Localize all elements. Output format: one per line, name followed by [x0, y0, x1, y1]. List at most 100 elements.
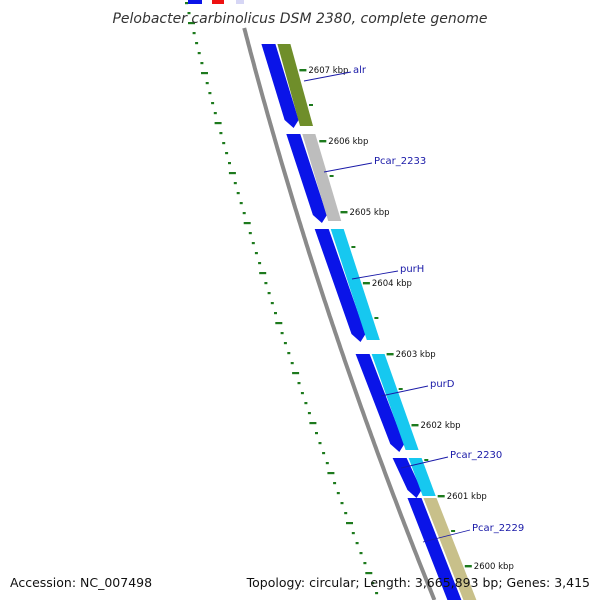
- tick-label: 2604 kbp: [372, 279, 412, 289]
- gc-dot: [236, 192, 240, 195]
- minor-tick: [351, 246, 356, 248]
- tick-mark: [299, 69, 307, 72]
- gc-dot: [300, 392, 304, 395]
- fragment-feature: [212, 0, 224, 4]
- gc-dot: [344, 512, 348, 515]
- gc-dot: [195, 42, 199, 45]
- gc-dot: [318, 442, 322, 445]
- gc-dot: [201, 72, 208, 75]
- gc-dot: [336, 492, 340, 495]
- gc-dot: [259, 272, 267, 275]
- gc-dot: [371, 582, 375, 585]
- gc-dot: [264, 282, 268, 285]
- gc-dot: [307, 412, 311, 415]
- gc-dot: [327, 472, 335, 475]
- gc-dot: [208, 92, 212, 95]
- gc-dot: [239, 202, 243, 205]
- gc-dot: [185, 2, 188, 5]
- gc-dot: [270, 302, 274, 305]
- gc-dot: [346, 522, 353, 525]
- gc-dot: [242, 212, 246, 215]
- accession-text: Accession: NC_007498: [10, 575, 153, 590]
- gene-block-purD: [371, 354, 419, 450]
- minor-tick: [451, 530, 456, 532]
- tick-mark: [340, 211, 348, 214]
- gc-dot: [233, 182, 237, 185]
- tick-mark: [411, 424, 419, 427]
- gc-dot: [228, 172, 236, 175]
- gc-dot: [243, 222, 251, 225]
- minor-tick: [309, 104, 313, 106]
- gene-label-Pcar_2233[interactable]: Pcar_2233: [374, 156, 426, 167]
- cds-arrow-purD: [355, 354, 405, 452]
- gene-label-line: [351, 270, 399, 280]
- tick-mark: [437, 495, 445, 498]
- gc-dot: [304, 402, 308, 405]
- gene-label-Pcar_2230[interactable]: Pcar_2230: [450, 450, 502, 461]
- tick-label: 2605 kbp: [350, 208, 390, 218]
- gc-dot: [340, 502, 344, 505]
- tick-mark: [362, 282, 370, 285]
- tick-mark: [386, 353, 394, 356]
- gene-label-line: [380, 385, 429, 397]
- gc-dot: [283, 342, 287, 345]
- gc-dot: [375, 592, 379, 595]
- tick-label: 2600 kbp: [474, 562, 514, 572]
- gc-dot: [322, 452, 326, 455]
- gc-dot: [290, 362, 294, 365]
- minor-tick: [424, 459, 429, 461]
- feature-tracks: [188, 0, 477, 600]
- gc-dot: [248, 232, 252, 235]
- cds-arrow-Pcar_2229: [407, 498, 462, 600]
- gene-block-Pcar_2230: [408, 458, 436, 496]
- gc-dot: [351, 532, 355, 535]
- gene-label-alr[interactable]: alr: [353, 65, 367, 76]
- cds-arrow-Pcar_2230: [392, 458, 422, 498]
- cds-arrow-purH: [314, 229, 366, 342]
- gc-dot: [200, 62, 204, 65]
- tick-label: 2607 kbp: [308, 66, 348, 76]
- gene-label-purH[interactable]: purH: [400, 264, 424, 275]
- gc-dot: [219, 132, 223, 135]
- gc-dot: [359, 552, 363, 555]
- gene-block-purH: [330, 229, 380, 340]
- gene-block-Pcar_2229: [423, 498, 477, 600]
- tick-marks: 2607 kbp 2606 kbp 2605 kbp 2604 kbp 2603 kbp…: [299, 66, 514, 572]
- minor-tick: [398, 388, 403, 390]
- gene-block-Pcar_2233: [302, 134, 342, 221]
- gene-label-purD[interactable]: purD: [430, 379, 455, 390]
- topology-text: Topology: circular; Length: 3,665,893 bp…: [246, 575, 590, 590]
- gc-dot: [205, 82, 209, 85]
- gene-label-line: [422, 529, 471, 543]
- gc-dot: [187, 12, 191, 15]
- gc-dot: [197, 52, 201, 55]
- tick-label: 2601 kbp: [447, 492, 487, 502]
- gc-dot: [222, 142, 226, 145]
- tick-label: 2603 kbp: [396, 350, 436, 360]
- cds-arrow-Pcar_2233: [286, 134, 327, 223]
- tick-label: 2606 kbp: [328, 137, 368, 147]
- gc-dot: [274, 312, 277, 315]
- gc-dot: [192, 32, 196, 35]
- gc-dot: [211, 102, 215, 105]
- gene-label-line: [303, 71, 352, 82]
- gene-label-line: [323, 162, 373, 173]
- gc-dot: [280, 332, 284, 335]
- gc-dot: [309, 422, 317, 425]
- gc-dot: [213, 112, 217, 115]
- gc-dot: [292, 372, 300, 375]
- map-title: Pelobacter carbinolicus DSM 2380, comple…: [112, 11, 487, 27]
- minor-tick: [329, 175, 334, 177]
- gc-dot: [225, 152, 229, 155]
- gc-dot: [267, 292, 271, 295]
- gc-dot: [365, 572, 373, 575]
- gc-dot: [355, 542, 359, 545]
- gc-dot: [258, 262, 262, 265]
- gene-label-Pcar_2229[interactable]: Pcar_2229: [472, 523, 524, 534]
- gc-dot-track: [185, 2, 379, 595]
- gc-dot: [188, 22, 195, 25]
- gc-dot: [251, 242, 255, 245]
- tick-mark: [464, 565, 472, 568]
- gc-dot: [333, 482, 337, 485]
